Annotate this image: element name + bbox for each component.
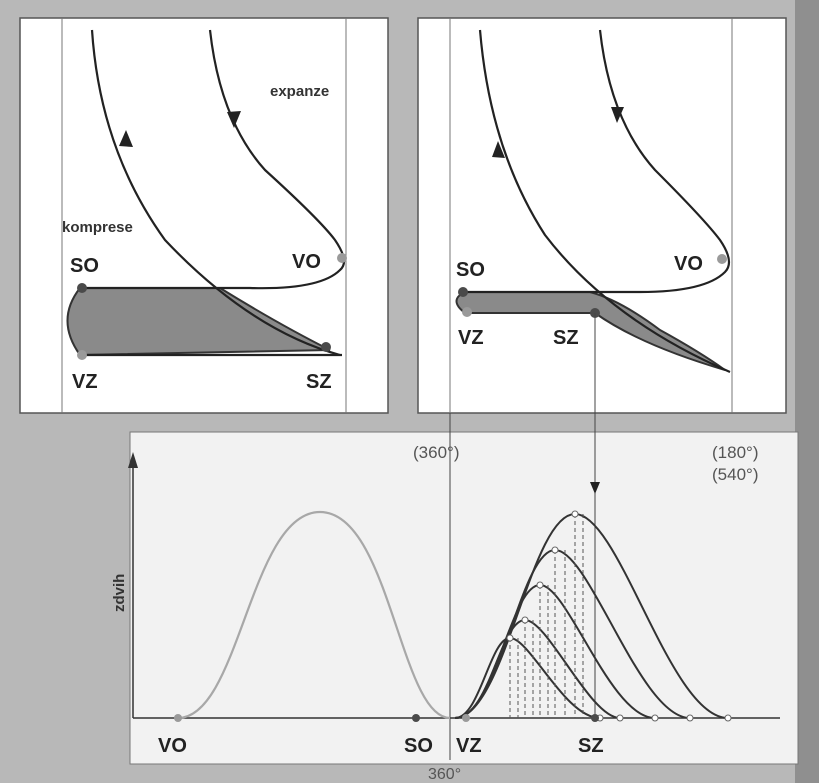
right-compression-arrow-icon xyxy=(492,141,505,158)
chart-vz-label: VZ xyxy=(456,735,482,757)
angle-label-360: (360°) xyxy=(413,443,459,462)
left-so-point xyxy=(77,283,87,293)
peak-marker xyxy=(551,546,559,554)
chart-vz-point xyxy=(462,714,470,722)
left-compression-curve xyxy=(90,29,341,357)
left-vz-label: VZ xyxy=(72,371,98,393)
peak-marker xyxy=(571,510,579,518)
right-edge-strip xyxy=(795,0,819,783)
left-sz-point xyxy=(321,342,331,352)
valve-lift-chart: zdvih (360°) (180°) (540°) VO SO VZ SZ 3… xyxy=(111,313,799,783)
lift-y-axis-arrow-icon xyxy=(128,452,138,468)
bottom-angle-label: 360° xyxy=(428,766,461,783)
right-pv-panel: SO VO VZ SZ xyxy=(417,17,787,414)
chart-sz-point xyxy=(591,714,599,722)
left-vo-label: VO xyxy=(292,251,321,273)
left-so-label: SO xyxy=(70,255,99,277)
peak-marker xyxy=(506,634,514,642)
projection-arrow-icon xyxy=(590,482,600,494)
left-expansion-arrow-icon xyxy=(227,111,241,128)
left-sz-label: SZ xyxy=(306,371,332,393)
chart-sz-label: SZ xyxy=(578,735,604,757)
left-pv-panel: expanze komprese SO VO VZ SZ xyxy=(19,17,389,414)
chart-so-point xyxy=(412,714,420,722)
chart-vo-label: VO xyxy=(158,735,187,757)
right-so-label: SO xyxy=(456,259,485,281)
closing-marker xyxy=(616,714,624,722)
right-so-point xyxy=(458,287,468,297)
chart-vo-point xyxy=(174,714,182,722)
right-compression-curve xyxy=(478,29,731,374)
peak-marker xyxy=(521,616,529,624)
lift-chart-frame xyxy=(129,431,799,765)
left-expansion-label: expanze xyxy=(270,83,329,100)
right-panel-frame xyxy=(417,17,787,414)
right-vo-point xyxy=(717,254,727,264)
lift-y-axis-label: zdvih xyxy=(111,574,128,612)
closing-marker xyxy=(686,714,694,722)
peak-marker xyxy=(536,581,544,589)
closing-marker xyxy=(651,714,659,722)
left-compression-label: komprese xyxy=(62,219,133,236)
right-expansion-curve xyxy=(462,29,731,294)
left-vo-point xyxy=(337,253,347,263)
right-vo-label: VO xyxy=(674,253,703,275)
right-vz-point xyxy=(462,307,472,317)
peak-droplines xyxy=(509,514,584,718)
left-compression-arrow-icon xyxy=(119,130,133,147)
right-expansion-arrow-icon xyxy=(611,107,624,123)
closing-marker xyxy=(724,714,732,722)
angle-label-180: (180°) xyxy=(712,443,758,462)
left-vz-point xyxy=(77,350,87,360)
chart-so-label: SO xyxy=(404,735,433,757)
right-vz-label: VZ xyxy=(458,327,484,349)
angle-label-540: (540°) xyxy=(712,465,758,484)
exhaust-lift-curve xyxy=(177,510,451,720)
right-sz-label: SZ xyxy=(553,327,579,349)
